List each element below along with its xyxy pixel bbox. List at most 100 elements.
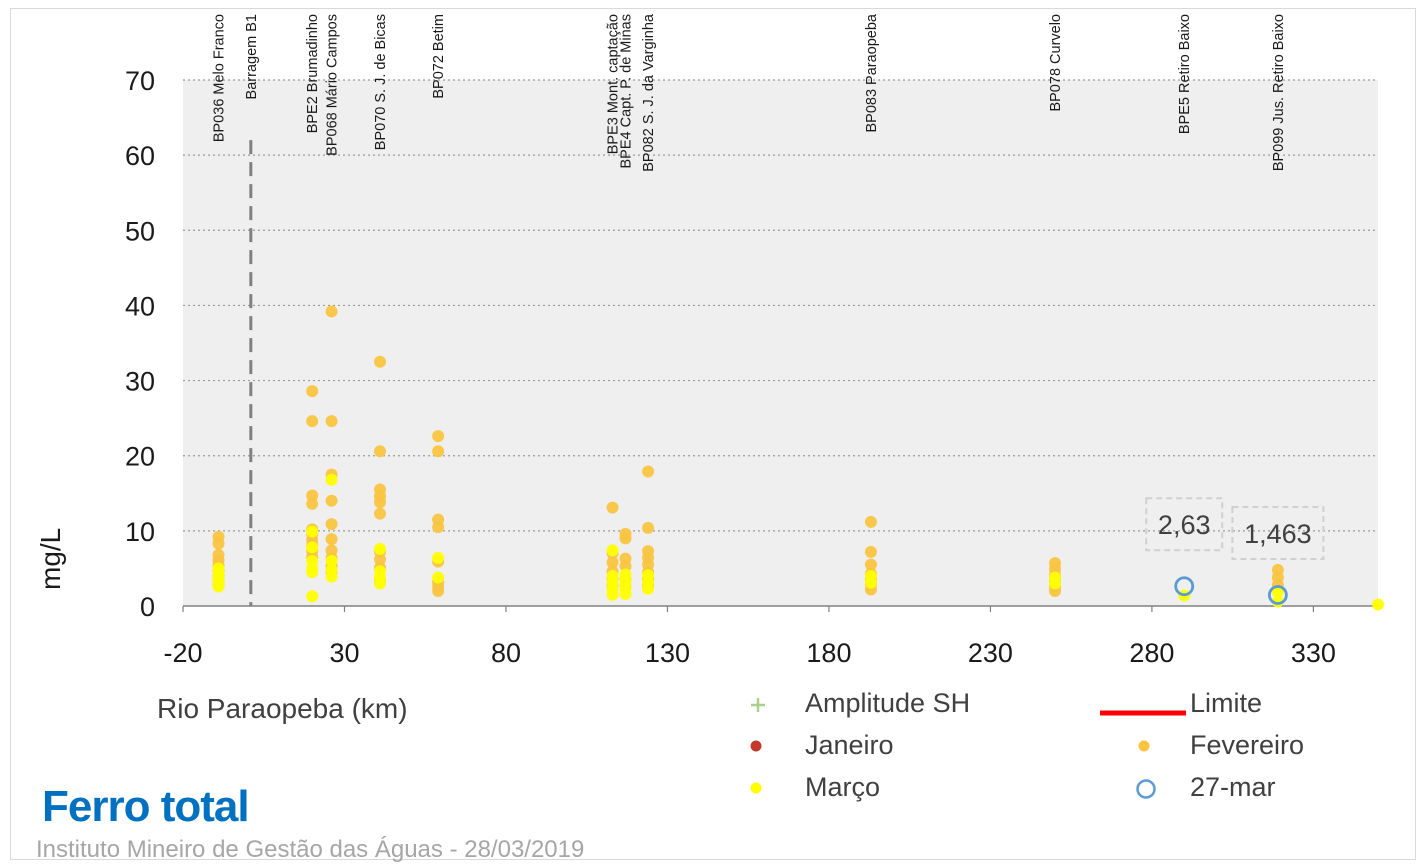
x-tick-label: 280 (1129, 638, 1174, 668)
point-marco (306, 590, 319, 603)
point-fevereiro (864, 558, 877, 571)
y-tick-label: 30 (125, 367, 155, 397)
station-label: BP083 Paraopeba (864, 13, 880, 132)
y-tick-label: 70 (125, 66, 155, 96)
point-marco (306, 566, 319, 579)
point-fevereiro (325, 518, 338, 531)
point-marco (1049, 577, 1062, 590)
marco-dot-icon (749, 781, 763, 795)
point-fevereiro (432, 521, 445, 534)
point-fevereiro (374, 496, 387, 509)
point-marco (374, 542, 387, 555)
point-marco (606, 588, 619, 601)
point-fevereiro (212, 537, 225, 550)
limite-line-icon (1100, 703, 1186, 716)
fevereiro-dot-icon (1137, 739, 1151, 753)
point-fevereiro (432, 584, 445, 597)
station-label: BP082 S. J. da Varginha (641, 13, 657, 172)
data-label-box (1231, 506, 1325, 561)
point-fevereiro (325, 533, 338, 546)
point-marco (306, 541, 319, 554)
point-marco (374, 577, 387, 590)
point-fevereiro (864, 515, 877, 528)
point-fevereiro (306, 415, 319, 428)
point-marco (306, 525, 319, 538)
point-marco (619, 587, 632, 600)
janeiro-dot-icon (749, 739, 763, 753)
point-marco (642, 582, 655, 595)
point-fevereiro (374, 445, 387, 458)
y-tick-label: 0 (140, 592, 155, 622)
y-tick-label: 10 (125, 517, 155, 547)
point-marco (1372, 598, 1384, 611)
station-label: BP036 Melo Franco (212, 14, 228, 142)
point-marco (325, 473, 338, 486)
legend-amplitude-sh: Amplitude SH (805, 688, 971, 718)
point-fevereiro (432, 445, 445, 458)
x-tick-label: 130 (645, 638, 690, 668)
point-fevereiro (325, 415, 338, 428)
station-label: BP068 Mário Campos (325, 14, 341, 156)
point-fevereiro (864, 545, 877, 558)
chart-title: Ferro total (42, 782, 250, 831)
point-fevereiro (374, 507, 387, 520)
point-fevereiro (374, 355, 387, 368)
x-tick-label: 30 (329, 638, 359, 668)
point-marco (1271, 585, 1284, 598)
data-label: 2,63 (1158, 510, 1211, 540)
legend-27-mar: 27-mar (1190, 772, 1276, 802)
station-label: BP078 Curvelo (1048, 14, 1064, 112)
point-fevereiro (306, 497, 319, 510)
point-marco (606, 544, 619, 557)
point-marco (212, 580, 225, 593)
x-tick-label: 80 (491, 638, 521, 668)
x-tick-label: -20 (163, 638, 202, 668)
point-fevereiro (606, 556, 619, 569)
legend-janeiro: Janeiro (805, 730, 894, 760)
point-fevereiro (374, 553, 387, 566)
chart-frame (10, 8, 1416, 860)
station-label: BP072 Betim (431, 14, 447, 99)
station-label: Barragem B1 (244, 14, 260, 99)
point-fevereiro (642, 465, 655, 478)
y-tick-label: 20 (125, 442, 155, 472)
legend-marco: Março (805, 772, 881, 802)
station-label: BPE4 Capt. P. de Minas (618, 14, 634, 169)
point-fevereiro (325, 494, 338, 507)
station-label: BPE2 Brumadinho (305, 14, 321, 133)
data-label-box (1145, 497, 1224, 552)
point-marco (432, 571, 445, 584)
point-fevereiro (325, 305, 338, 318)
y-axis-title: mg/L (35, 528, 66, 590)
point-marco (432, 551, 445, 564)
x-tick-label: 330 (1291, 638, 1336, 668)
x-axis-title: Rio Paraopeba (km) (157, 693, 408, 724)
data-label: 1,463 (1244, 519, 1312, 549)
point-marco (1271, 595, 1284, 608)
point-fevereiro (619, 560, 632, 573)
y-tick-label: 50 (125, 216, 155, 246)
x-tick-label: 180 (806, 638, 851, 668)
chart-subtitle: Instituto Mineiro de Gestão das Águas - … (36, 836, 585, 863)
marco27-ring-icon (1135, 778, 1157, 800)
point-27-mar (1267, 585, 1288, 605)
point-marco (325, 570, 338, 583)
y-tick-label: 60 (125, 141, 155, 171)
point-fevereiro (432, 430, 445, 443)
station-label: BP099 Jus. Retiro Baixo (1271, 14, 1287, 171)
point-marco (864, 576, 877, 589)
x-tick-label: 230 (968, 638, 1013, 668)
y-tick-label: 40 (125, 291, 155, 321)
point-fevereiro (606, 501, 619, 514)
amplitude-sh-icon (748, 695, 768, 715)
point-fevereiro (306, 489, 319, 502)
point-fevereiro (642, 521, 655, 534)
point-27-mar (1174, 576, 1195, 597)
station-label: BP070 S. J. de Bicas (373, 14, 389, 150)
station-label: BPE5 Retiro Baixo (1177, 14, 1193, 134)
legend-fevereiro: Fevereiro (1190, 730, 1305, 760)
station-label: BPE3 Mont. captação (606, 14, 622, 154)
point-marco (325, 554, 338, 567)
point-fevereiro (306, 385, 319, 398)
